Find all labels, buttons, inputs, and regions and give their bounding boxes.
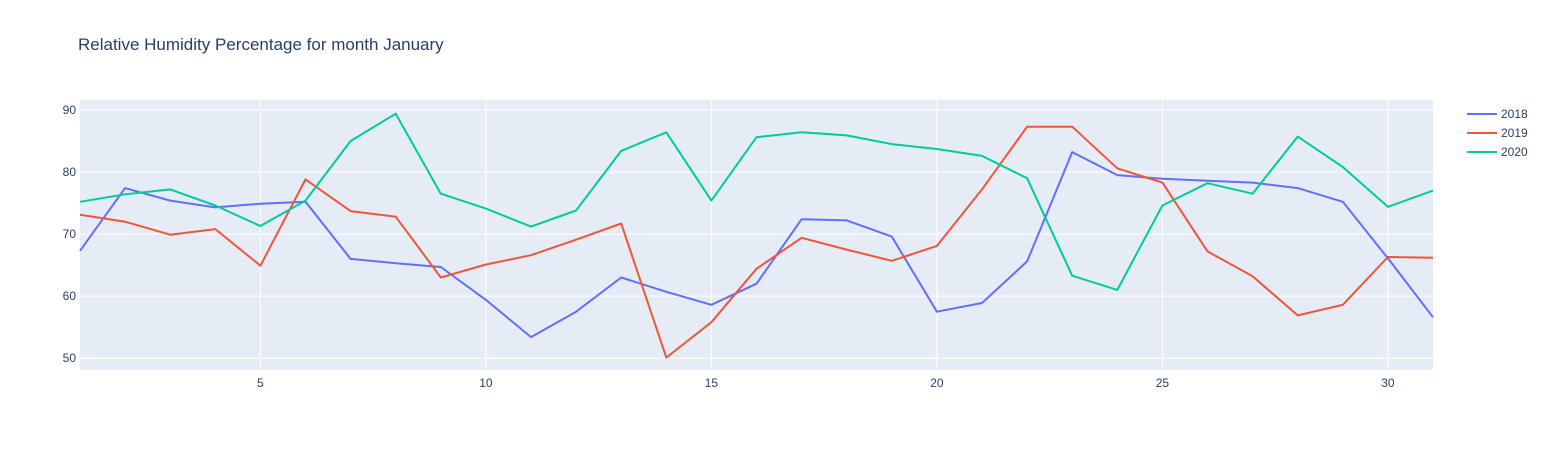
legend[interactable]: 2018 2019 2020 <box>1467 107 1528 159</box>
y-tick-label: 50 <box>63 351 77 365</box>
series-line-2020 <box>79 112 1434 291</box>
y-tick-label: 70 <box>63 227 77 241</box>
series-lines <box>79 112 1434 359</box>
y-tick-label: 60 <box>63 289 77 303</box>
y-tick-label: 90 <box>63 103 77 117</box>
legend-item-2020[interactable]: 2020 <box>1467 145 1528 159</box>
x-tick-label: 10 <box>479 376 493 390</box>
y-tick-label: 80 <box>63 165 77 179</box>
legend-label: 2018 <box>1501 107 1528 121</box>
x-tick-label: 20 <box>930 376 944 390</box>
x-tick-label: 25 <box>1156 376 1170 390</box>
chart-title: Relative Humidity Percentage for month J… <box>78 35 444 54</box>
x-tick-label: 30 <box>1381 376 1395 390</box>
plot-area <box>80 100 1433 370</box>
series-line-2018 <box>79 151 1434 339</box>
legend-item-2019[interactable]: 2019 <box>1467 126 1528 140</box>
legend-item-2018[interactable]: 2018 <box>1467 107 1528 121</box>
series-line-2019 <box>79 125 1434 359</box>
gridlines <box>80 100 1433 370</box>
x-tick-label: 15 <box>705 376 719 390</box>
y-axis: 50 60 70 80 90 <box>63 103 77 365</box>
legend-label: 2020 <box>1501 145 1528 159</box>
legend-label: 2019 <box>1501 126 1528 140</box>
x-tick-label: 5 <box>257 376 264 390</box>
x-axis: 5 10 15 20 25 30 <box>257 376 1395 390</box>
